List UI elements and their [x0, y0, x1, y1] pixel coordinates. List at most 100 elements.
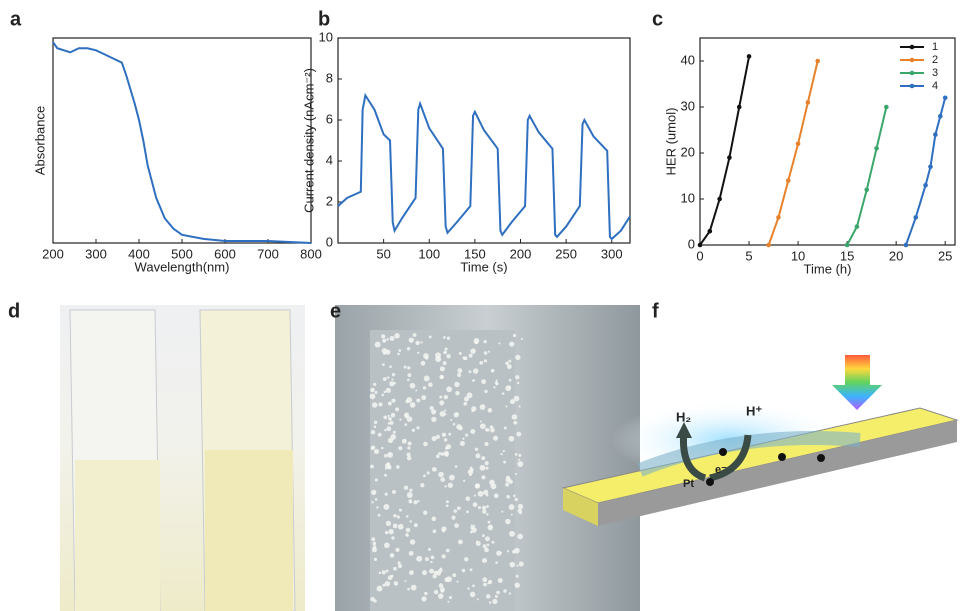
bubble: [392, 523, 398, 529]
x-tick-label: 700: [257, 246, 279, 261]
x-tick-label: 25: [938, 248, 952, 263]
bubble: [450, 418, 453, 422]
bubble: [440, 589, 444, 593]
bubble: [505, 482, 510, 487]
bubble: [462, 356, 466, 360]
bubble: [435, 434, 441, 439]
bubble: [463, 479, 466, 483]
bubble: [437, 593, 444, 599]
bubble: [482, 544, 487, 549]
bubble: [509, 341, 515, 347]
bubble: [391, 398, 396, 403]
panel-label: f: [652, 300, 659, 322]
bubble: [509, 399, 515, 405]
bubble: [472, 368, 479, 374]
bubble: [439, 374, 445, 380]
bubble: [490, 427, 495, 433]
bubble: [374, 341, 381, 348]
bubble: [470, 348, 476, 354]
bubble: [405, 399, 409, 404]
bubble: [386, 376, 390, 379]
bubble: [452, 422, 456, 426]
data-point: [913, 215, 919, 220]
bubble: [427, 547, 432, 551]
bubble: [467, 587, 470, 590]
bubble: [424, 591, 428, 596]
bubble: [395, 407, 400, 412]
data-point: [937, 113, 943, 119]
bubble: [487, 524, 494, 531]
bubble: [486, 594, 491, 599]
bubble: [407, 366, 411, 370]
bubble: [421, 395, 427, 401]
bubble: [484, 428, 489, 432]
bubble: [465, 496, 471, 502]
bubble: [492, 435, 499, 441]
bubble: [441, 526, 447, 532]
bubble: [392, 430, 396, 434]
bubble: [431, 516, 437, 522]
panel-label: c: [652, 8, 663, 30]
x-tick-label: 400: [128, 246, 150, 261]
bubble: [443, 351, 446, 355]
bubble: [390, 412, 396, 418]
bubble: [487, 582, 490, 585]
bubble: [508, 378, 512, 382]
bubble: [407, 587, 410, 591]
bubble: [451, 515, 456, 520]
data-line: [699, 56, 751, 246]
data-point: [805, 100, 811, 105]
bubble: [408, 337, 414, 343]
bubble: [384, 580, 391, 587]
bubble: [371, 537, 376, 542]
y-tick-label: 10: [681, 190, 695, 205]
bubble: [441, 432, 447, 437]
bubble: [424, 557, 429, 562]
bubble: [390, 434, 397, 440]
bubble: [469, 531, 473, 534]
bubble: [520, 337, 523, 340]
bubble: [468, 353, 473, 358]
bubble: [378, 402, 383, 407]
data-point: [928, 164, 933, 170]
bubble: [513, 395, 520, 402]
data-point: [942, 95, 948, 101]
legend-marker: [909, 83, 915, 89]
bubble: [481, 456, 486, 461]
bubble: [429, 405, 434, 411]
bubble: [409, 500, 412, 504]
bubble: [440, 477, 446, 482]
bubble: [431, 466, 437, 472]
bubble: [403, 365, 407, 369]
bubble: [446, 386, 453, 393]
bubble: [387, 414, 390, 418]
bubble: [385, 520, 392, 527]
bubble: [439, 567, 443, 570]
bubble: [422, 386, 427, 390]
bubble: [511, 414, 518, 420]
bubble: [396, 465, 400, 469]
bubble: [371, 547, 377, 553]
bubble: [466, 510, 469, 514]
bubble: [385, 569, 389, 573]
bubble: [388, 528, 394, 535]
bubble: [429, 568, 434, 574]
bubble: [421, 596, 427, 602]
bubble: [478, 506, 482, 510]
bubble: [435, 352, 441, 359]
x-tick-label: 10: [791, 248, 805, 263]
bubble: [505, 518, 511, 525]
bubble: [458, 539, 463, 545]
h2-arrowhead: [676, 422, 692, 438]
bubble: [398, 349, 402, 352]
bubble: [472, 379, 475, 382]
bubble: [466, 392, 473, 399]
y-axis-label: Current density (nAcm⁻²): [301, 68, 316, 213]
bubble: [445, 444, 452, 450]
bubble: [484, 461, 489, 466]
bubble: [448, 595, 453, 600]
diagram-label: e⁻: [715, 464, 727, 476]
bubble: [503, 589, 507, 593]
bubble: [514, 497, 518, 502]
legend-marker: [909, 70, 915, 76]
